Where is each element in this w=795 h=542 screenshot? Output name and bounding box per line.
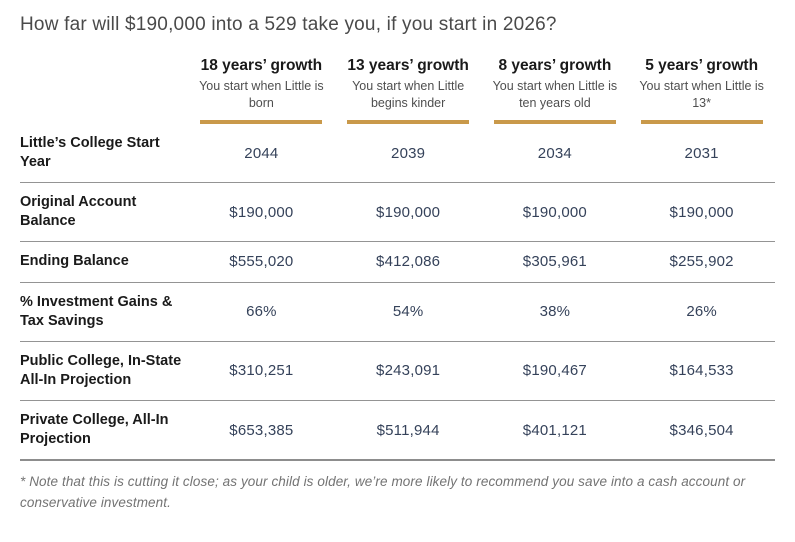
table-row-original-balance: Original Account Balance $190,000 $190,0… (20, 183, 775, 243)
projection-table: 18 years’ growth You start when Little i… (20, 56, 775, 462)
column-header-18-years: 18 years’ growth You start when Little i… (188, 56, 335, 124)
cell-value: $555,020 (229, 253, 294, 271)
column-subtitle: You start when Little begins kinder (352, 79, 465, 111)
cell-value: 2044 (244, 144, 279, 162)
cell-value: 2031 (684, 144, 719, 162)
column-subtitle: You start when Little is ten years old (492, 79, 618, 111)
cell-value: $255,902 (669, 253, 734, 271)
cell-value: $305,961 (522, 253, 587, 271)
cell-value: $653,385 (229, 421, 294, 439)
cell-value: $190,000 (669, 203, 734, 221)
cell-value: $190,467 (522, 362, 587, 380)
page-title: How far will $190,000 into a 529 take yo… (20, 14, 557, 35)
row-label: % Investment Gains & Tax Savings (20, 293, 173, 329)
gold-underline (640, 119, 763, 124)
cell-value: 66% (246, 303, 277, 321)
cell-value: $164,533 (669, 362, 734, 380)
cell-value: $190,000 (229, 203, 294, 221)
cell-value: $190,000 (376, 203, 441, 221)
column-title: 18 years’ growth (200, 57, 323, 74)
footnote: * Note that this is cutting it close; as… (20, 474, 746, 510)
cell-value: 26% (686, 303, 717, 321)
column-title: 13 years’ growth (347, 57, 469, 74)
cell-value: 2039 (391, 144, 426, 162)
column-subtitle: You start when Little is born (199, 79, 324, 111)
cell-value: 2034 (537, 144, 572, 162)
cell-value: 54% (392, 303, 424, 321)
row-label: Little’s College Start Year (20, 134, 160, 171)
column-header-13-years: 13 years’ growth You start when Little b… (335, 56, 482, 124)
column-header-5-years: 5 years’ growth You start when Little is… (628, 56, 775, 124)
table-header-row: 18 years’ growth You start when Little i… (20, 56, 775, 124)
row-label: Original Account Balance (20, 194, 137, 230)
table-row-investment-gains: % Investment Gains & Tax Savings 66% 54%… (20, 283, 775, 342)
cell-value: $401,121 (522, 421, 587, 439)
column-title: 5 years’ growth (645, 57, 759, 74)
cell-value: $243,091 (376, 362, 441, 380)
table-row-private-college: Private College, All-In Projection $653,… (20, 401, 775, 462)
cell-value: $346,504 (669, 421, 734, 439)
gold-underline (200, 119, 323, 124)
table-row-start-year: Little’s College Start Year 2044 2039 20… (20, 124, 775, 184)
row-label: Ending Balance (20, 253, 129, 270)
column-title: 8 years’ growth (498, 57, 612, 74)
gold-underline (347, 119, 470, 124)
cell-value: $412,086 (376, 253, 441, 271)
row-label: Public College, In-State All-In Projecti… (20, 352, 182, 388)
table-row-public-college: Public College, In-State All-In Projecti… (20, 342, 775, 402)
row-label: Private College, All-In Projection (20, 412, 169, 448)
cell-value: 38% (539, 303, 571, 321)
cell-value: $190,000 (522, 203, 587, 221)
table-row-ending-balance: Ending Balance $555,020 $412,086 $305,96… (20, 242, 775, 283)
column-header-8-years: 8 years’ growth You start when Little is… (482, 56, 629, 124)
column-subtitle: You start when Little is 13* (639, 79, 764, 111)
gold-underline (493, 119, 616, 124)
cell-value: $511,944 (376, 421, 440, 439)
cell-value: $310,251 (229, 362, 294, 380)
